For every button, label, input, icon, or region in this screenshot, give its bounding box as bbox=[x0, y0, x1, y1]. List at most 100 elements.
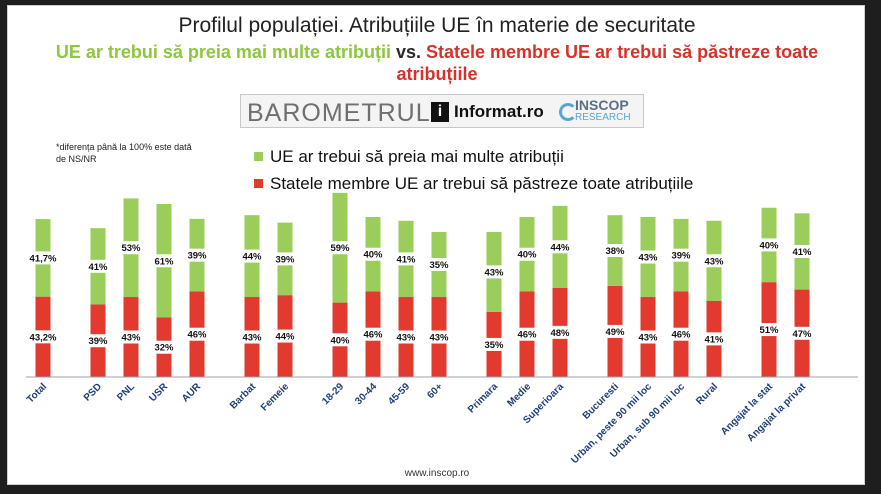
data-label-red-16: 46% bbox=[671, 330, 691, 341]
page-title: Profilul populației. Atribuțiile UE în m… bbox=[178, 14, 696, 37]
data-label-green-3: 61% bbox=[154, 256, 174, 267]
inscop-research-label: RESEARCH bbox=[575, 112, 631, 123]
data-label-green-5-bg bbox=[241, 249, 263, 263]
data-label-green-16: 39% bbox=[671, 251, 691, 262]
footnote: *diferența până la 100% este dată de NS/… bbox=[56, 142, 192, 164]
category-label-11: Primara bbox=[466, 381, 500, 415]
data-label-red-2-bg bbox=[120, 330, 142, 344]
data-label-red-5-bg bbox=[241, 330, 263, 344]
category-label-17: Rural bbox=[694, 381, 720, 407]
category-label-12: Medie bbox=[505, 381, 533, 409]
data-label-green-2-bg bbox=[120, 241, 142, 255]
data-label-green-17-bg bbox=[703, 254, 725, 268]
data-label-red-9-bg bbox=[395, 330, 417, 344]
legend-item-green: UE ar trebui să preia mai multe atribuți… bbox=[254, 143, 693, 170]
category-label-5: Barbat bbox=[228, 381, 259, 412]
data-label-green-6: 39% bbox=[275, 254, 295, 265]
category-label-1: PSD bbox=[82, 381, 104, 403]
data-label-red-18: 51% bbox=[759, 325, 779, 336]
data-label-red-6: 44% bbox=[275, 332, 295, 343]
data-label-red-19-bg bbox=[791, 326, 813, 340]
data-label-green-7: 59% bbox=[330, 243, 350, 254]
category-label-10: 60+ bbox=[425, 381, 445, 401]
data-label-red-13-bg bbox=[549, 325, 571, 339]
data-label-red-17: 41% bbox=[704, 334, 724, 345]
data-label-green-11-bg bbox=[483, 265, 505, 279]
data-label-green-1-bg bbox=[87, 259, 109, 273]
data-label-green-15-bg bbox=[637, 250, 659, 264]
data-label-red-1-bg bbox=[87, 334, 109, 348]
data-label-green-15: 43% bbox=[638, 253, 658, 264]
data-label-red-15-bg bbox=[637, 330, 659, 344]
data-label-green-5: 44% bbox=[242, 252, 262, 263]
data-label-red-8-bg bbox=[362, 327, 384, 341]
data-label-red-16-bg bbox=[670, 327, 692, 341]
data-label-red-17-bg bbox=[703, 332, 725, 346]
legend-swatch-red bbox=[254, 179, 263, 188]
data-label-green-11: 43% bbox=[484, 267, 504, 278]
data-label-red-0: 43,2% bbox=[30, 332, 57, 343]
category-label-4: AUR bbox=[180, 381, 204, 405]
data-label-green-18-bg bbox=[758, 238, 780, 252]
data-label-red-10-bg bbox=[428, 330, 450, 344]
data-label-red-1: 39% bbox=[88, 336, 108, 347]
category-label-3: USR bbox=[147, 381, 170, 404]
inscop-icon bbox=[559, 103, 577, 121]
data-label-red-9: 43% bbox=[396, 333, 416, 344]
data-label-green-0: 41,7% bbox=[30, 253, 57, 264]
subtitle-green: UE ar trebui să preia mai multe atribuți… bbox=[55, 42, 391, 62]
data-label-red-4-bg bbox=[186, 327, 208, 341]
category-label-0: Total bbox=[25, 381, 49, 405]
data-label-red-0-bg bbox=[28, 330, 58, 344]
data-label-red-18-bg bbox=[758, 323, 780, 337]
data-label-red-3-bg bbox=[153, 340, 175, 354]
category-label-2: PNL bbox=[115, 381, 137, 403]
data-label-green-12-bg bbox=[516, 247, 538, 261]
data-label-green-4: 39% bbox=[187, 251, 207, 262]
legend-item-red: Statele membre UE ar trebui să păstreze … bbox=[254, 170, 693, 197]
data-label-green-13: 44% bbox=[550, 242, 570, 253]
data-label-green-14-bg bbox=[604, 244, 626, 258]
data-label-green-8: 40% bbox=[363, 250, 383, 261]
legend-label-green: UE ar trebui să preia mai multe atribuți… bbox=[270, 146, 564, 166]
data-label-green-2: 53% bbox=[121, 243, 141, 254]
data-label-green-10: 35% bbox=[429, 260, 449, 271]
category-label-19: Angajat la privat bbox=[745, 381, 808, 444]
data-label-red-12-bg bbox=[516, 327, 538, 341]
data-label-red-13: 48% bbox=[550, 328, 570, 339]
logo-bar: BAROMETRUL i Informat.ro INSCOP RESEARCH bbox=[240, 94, 644, 128]
data-label-red-11: 35% bbox=[484, 340, 504, 351]
data-label-red-5: 43% bbox=[242, 333, 262, 344]
data-label-green-18: 40% bbox=[759, 240, 779, 251]
barometrul-logo: BAROMETRUL bbox=[247, 99, 431, 127]
category-label-9: 45-59 bbox=[386, 381, 412, 407]
data-label-green-16-bg bbox=[670, 248, 692, 262]
data-label-green-4-bg bbox=[186, 248, 208, 262]
legend-label-red: Statele membre UE ar trebui să păstreze … bbox=[270, 173, 694, 193]
data-label-red-14: 49% bbox=[605, 327, 625, 338]
data-label-green-13-bg bbox=[549, 240, 571, 254]
data-label-red-7-bg bbox=[329, 333, 351, 347]
data-label-green-19-bg bbox=[791, 244, 813, 258]
data-label-red-11-bg bbox=[483, 337, 505, 351]
subtitle-red: Statele membre UE ar trebui să păstreze … bbox=[396, 42, 819, 84]
data-label-red-8: 46% bbox=[363, 330, 383, 341]
legend: UE ar trebui să preia mai multe atribuți… bbox=[254, 143, 693, 197]
data-label-green-9-bg bbox=[395, 252, 417, 266]
inscop-logo: INSCOP bbox=[575, 97, 629, 113]
informat-icon: i bbox=[431, 102, 449, 122]
subtitle-vs: vs. bbox=[390, 42, 426, 62]
category-label-7: 18-29 bbox=[320, 381, 346, 407]
data-label-red-14-bg bbox=[604, 324, 626, 338]
source-url: www.inscop.ro bbox=[404, 468, 470, 479]
data-label-red-4: 46% bbox=[187, 330, 207, 341]
data-label-green-1: 41% bbox=[88, 262, 108, 273]
data-label-red-7: 40% bbox=[330, 335, 350, 346]
stacked-bar-chart: 43,2% 41,7% Total 39% 41% PSD 43% 53% PNL 32% 61% U… bbox=[25, 192, 858, 466]
data-label-green-9: 41% bbox=[396, 254, 416, 265]
data-label-red-2: 43% bbox=[121, 333, 141, 344]
data-label-red-19: 47% bbox=[792, 329, 812, 340]
legend-swatch-green bbox=[254, 152, 263, 161]
data-label-green-7-bg bbox=[329, 241, 351, 255]
data-label-green-10-bg bbox=[428, 257, 450, 271]
